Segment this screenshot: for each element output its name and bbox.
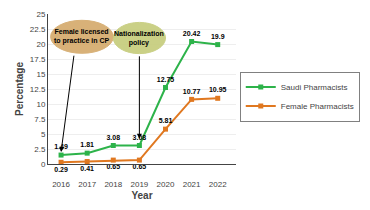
svg-text:0: 0 [41,160,46,169]
svg-text:Female licensedto practice in: Female licensedto practice in CP [54,28,110,45]
svg-text:3.08: 3.08 [106,134,120,141]
svg-text:5: 5 [41,130,46,139]
svg-text:2.5: 2.5 [34,145,46,154]
svg-text:7.5: 7.5 [34,115,46,124]
svg-text:Saudi Pharmacists: Saudi Pharmacists [281,83,348,92]
svg-text:Year: Year [131,190,152,201]
svg-text:2020: 2020 [157,180,175,189]
svg-text:20.42: 20.42 [183,30,201,37]
svg-text:10.77: 10.77 [183,88,201,95]
svg-text:0.65: 0.65 [133,163,147,170]
svg-text:2022: 2022 [209,180,227,189]
svg-text:2016: 2016 [52,180,70,189]
svg-text:0.29: 0.29 [54,166,68,173]
svg-text:15: 15 [36,70,45,79]
svg-text:Female Pharmacists: Female Pharmacists [281,102,354,111]
svg-text:2019: 2019 [130,180,148,189]
svg-text:0.41: 0.41 [80,165,94,172]
svg-text:2018: 2018 [104,180,122,189]
svg-text:Nationalizationpolicy: Nationalizationpolicy [114,30,164,47]
svg-text:10: 10 [36,100,45,109]
svg-text:17.5: 17.5 [30,55,46,64]
svg-text:2017: 2017 [78,180,96,189]
svg-text:2021: 2021 [183,180,201,189]
svg-text:20: 20 [36,40,45,49]
svg-text:19.9: 19.9 [211,33,225,40]
svg-text:12.75: 12.75 [157,76,175,83]
svg-text:3.08: 3.08 [133,134,147,141]
svg-text:12.5: 12.5 [30,85,46,94]
svg-text:Percentage: Percentage [14,62,25,116]
svg-text:22.5: 22.5 [30,25,46,34]
svg-text:10.95: 10.95 [209,86,227,93]
svg-text:1.81: 1.81 [80,141,94,148]
svg-text:1.49: 1.49 [54,143,68,150]
svg-text:25: 25 [36,10,45,19]
svg-text:0.65: 0.65 [106,163,120,170]
svg-text:5.81: 5.81 [159,117,173,124]
